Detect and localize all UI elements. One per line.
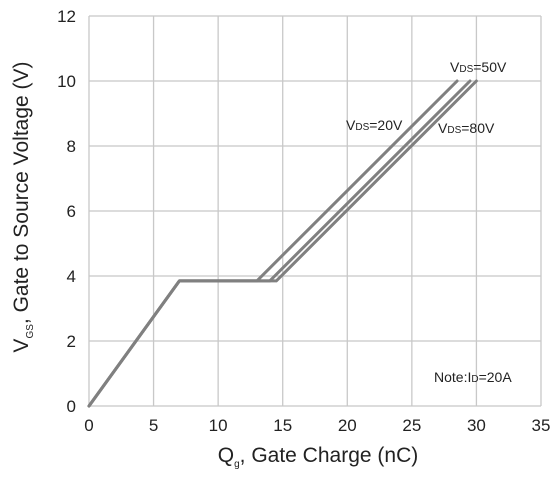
x-tick-labels: 0 5 10 15 20 25 30 35 bbox=[84, 416, 550, 435]
x-tick-label-5: 5 bbox=[149, 416, 158, 435]
y-axis-title: VGS, Gate to Source Voltage (V) bbox=[10, 61, 36, 352]
x-tick-label-15: 15 bbox=[273, 416, 292, 435]
x-tick-label-20: 20 bbox=[338, 416, 357, 435]
x-tick-label-30: 30 bbox=[467, 416, 486, 435]
note-annotation: Note:ID=20A bbox=[434, 369, 512, 385]
y-tick-labels: 0 2 4 6 8 10 12 bbox=[57, 7, 76, 416]
y-tick-label-0: 0 bbox=[67, 397, 76, 416]
x-tick-label-25: 25 bbox=[402, 416, 421, 435]
series-label-vds-50v: VDS=50V bbox=[450, 59, 507, 75]
y-tick-label-10: 10 bbox=[57, 72, 76, 91]
y-tick-label-2: 2 bbox=[67, 332, 76, 351]
x-tick-label-0: 0 bbox=[84, 416, 93, 435]
y-tick-label-6: 6 bbox=[67, 202, 76, 221]
grid-lines bbox=[88, 15, 542, 407]
series-label-vds-80v: VDS=80V bbox=[438, 120, 495, 136]
y-tick-label-12: 12 bbox=[57, 7, 76, 26]
y-tick-label-8: 8 bbox=[67, 137, 76, 156]
series-line-2 bbox=[87, 79, 478, 408]
series-lines bbox=[87, 79, 478, 408]
series-label-vds-20v: VDS=20V bbox=[346, 117, 403, 133]
x-axis-title: Qg, Gate Charge (nC) bbox=[218, 444, 418, 470]
y-tick-label-4: 4 bbox=[67, 267, 76, 286]
x-tick-label-35: 35 bbox=[532, 416, 551, 435]
x-tick-label-10: 10 bbox=[209, 416, 228, 435]
